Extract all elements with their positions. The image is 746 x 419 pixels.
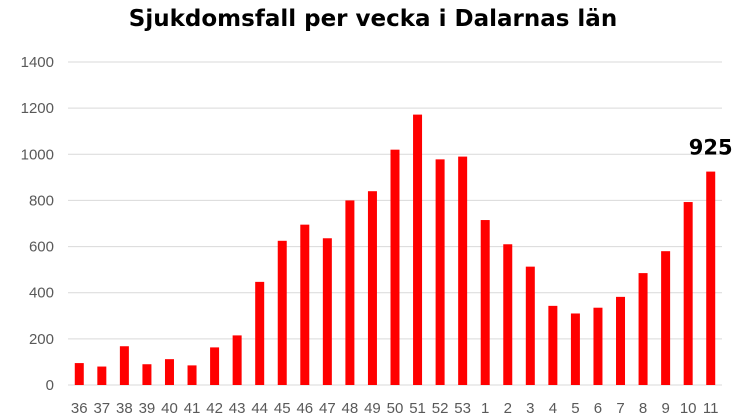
bar-week-51 [413,114,423,386]
chart-title: Sjukdomsfall per vecka i Dalarnas län [128,6,618,32]
x-tick-label: 47 [319,400,336,417]
bar-week-42 [210,347,220,385]
bar-week-1 [480,220,490,385]
x-tick-label: 6 [594,400,602,417]
data-label: 925 [689,136,733,160]
bar-week-6 [593,307,603,385]
bar-week-40 [164,359,174,385]
y-tick-label: 1400 [21,54,54,71]
bar-week-49 [367,191,377,385]
bar-week-37 [97,366,107,385]
bar-week-7 [616,296,626,385]
bar-week-5 [570,313,580,385]
x-tick-label: 52 [432,400,449,417]
x-tick-label: 51 [409,400,426,417]
x-axis-ticks: 36 37 38 39 40 41 42 43 44 45 46 47 48 49 50 51 52 53 1 2 3 4… [71,400,719,417]
y-tick-label: 1200 [21,100,54,117]
x-tick-label: 5 [571,400,579,417]
x-tick-label: 53 [454,400,471,417]
bar-week-9 [661,251,671,385]
y-tick-label: 200 [29,331,54,348]
bar-week-43 [232,335,242,385]
x-tick-label: 43 [229,400,246,417]
x-tick-label: 44 [251,400,268,417]
x-tick-label: 39 [139,400,156,417]
x-tick-label: 40 [161,400,178,417]
x-tick-label: 49 [364,400,381,417]
x-tick-label: 11 [703,400,719,417]
bar-week-41 [187,365,197,385]
y-tick-label: 600 [29,239,54,256]
x-tick-label: 41 [184,400,201,417]
x-tick-label: 3 [526,400,534,417]
y-tick-label: 800 [29,192,54,209]
x-tick-label: 50 [387,400,404,417]
x-tick-label: 38 [116,400,133,417]
x-tick-label: 37 [93,400,110,417]
x-tick-label: 42 [206,400,223,417]
x-tick-label: 45 [274,400,291,417]
data-labels: 925 [689,136,733,160]
y-tick-label: 0 [46,377,54,394]
x-tick-label: 10 [680,400,697,417]
bar-week-2 [503,244,513,385]
bar-week-44 [255,281,265,385]
bar-week-46 [300,224,310,385]
x-tick-label: 1 [481,400,489,417]
bar-week-45 [277,240,287,385]
bar-week-3 [525,266,535,385]
bar-week-38 [119,346,129,385]
bars [74,114,716,386]
x-tick-label: 46 [296,400,313,417]
x-tick-label: 7 [616,400,624,417]
bar-week-4 [548,305,558,385]
x-tick-label: 4 [549,400,557,417]
bar-week-48 [345,200,355,385]
bar-week-52 [435,159,445,385]
x-tick-label: 36 [71,400,88,417]
x-tick-label: 8 [639,400,647,417]
bar-week-10 [683,202,693,385]
bar-week-47 [322,238,332,385]
bar-week-53 [458,156,468,385]
y-tick-label: 1000 [21,146,54,163]
bar-week-8 [638,273,648,385]
bar-week-11 [706,171,716,385]
x-tick-label: 48 [342,400,359,417]
bar-week-36 [74,363,84,385]
bar-week-39 [142,364,152,385]
y-tick-label: 400 [29,285,54,302]
bar-week-50 [390,149,400,385]
y-axis-ticks: 0 200 400 600 800 1000 1200 1400 [21,54,54,394]
x-tick-label: 9 [661,400,669,417]
x-tick-label: 2 [504,400,512,417]
